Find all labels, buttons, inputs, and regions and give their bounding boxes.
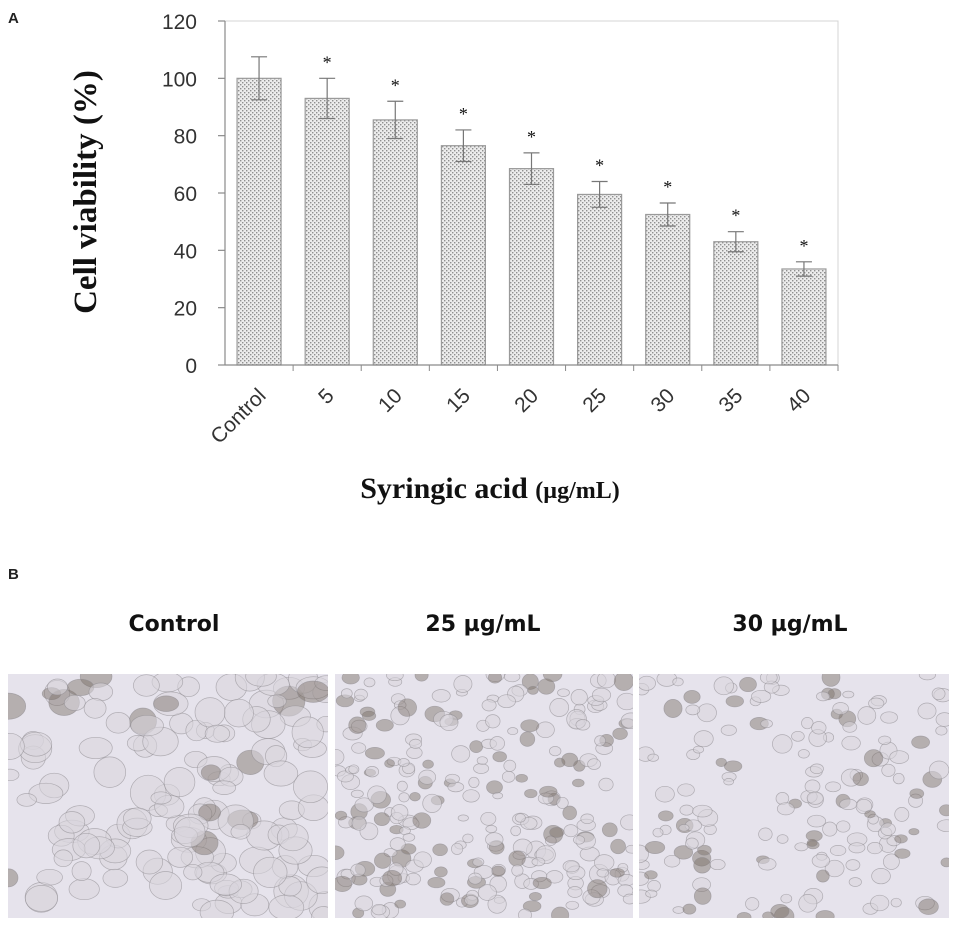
image-title-25: 25 µg/mL <box>425 612 541 637</box>
y-tick-label: 100 <box>162 68 197 91</box>
image-title-control: Control <box>128 612 220 637</box>
significance-mark: * <box>459 104 468 124</box>
bar <box>236 77 282 366</box>
image-title-30: 30 µg/mL <box>732 612 848 637</box>
bars: * * * * * * * * <box>236 52 827 366</box>
y-tick-label: 40 <box>174 240 197 263</box>
x-tick-label: 15 <box>442 384 475 417</box>
micrograph-25 <box>335 674 633 918</box>
bar <box>304 97 350 366</box>
y-tick-label: 20 <box>174 298 197 321</box>
bar <box>645 213 691 366</box>
x-tick-label: 5 <box>314 384 339 409</box>
bar-chart: 0 20 40 60 80 100 120 * * * * * * * * Control 5 10 15 20 2… <box>68 11 839 505</box>
x-tick-label: Control <box>206 384 270 448</box>
significance-mark: * <box>595 156 604 176</box>
x-tick-label: 10 <box>374 384 407 417</box>
micrograph-30 <box>639 674 949 918</box>
x-axis: Control 5 10 15 20 25 30 35 40 <box>206 364 839 448</box>
significance-mark: * <box>391 75 400 95</box>
y-tick-label: 120 <box>162 11 197 34</box>
bar <box>781 268 827 366</box>
bar <box>372 119 418 366</box>
bar <box>508 168 555 366</box>
significance-mark: * <box>663 177 672 197</box>
significance-mark: * <box>731 206 740 226</box>
x-tick-label: 40 <box>783 384 816 417</box>
bar <box>577 193 623 366</box>
y-tick-label: 60 <box>174 183 197 206</box>
panel-label-a: A <box>8 10 19 27</box>
x-tick-label: 25 <box>578 384 611 417</box>
micrograph-control <box>8 674 328 918</box>
y-axis-title: Cell viability (%) <box>68 70 104 314</box>
bar <box>440 145 486 366</box>
y-axis: 0 20 40 60 80 100 120 <box>162 11 226 378</box>
x-tick-label: 20 <box>510 384 543 417</box>
x-tick-label: 30 <box>646 384 679 417</box>
panel-label-b: B <box>8 566 19 583</box>
x-axis-title-main: Syringic acid <box>360 472 528 505</box>
y-tick-label: 0 <box>185 355 197 378</box>
y-tick-label: 80 <box>174 126 197 149</box>
x-axis-title: Syringic acid (µg/mL) <box>360 472 620 505</box>
bar <box>713 241 759 366</box>
significance-mark: * <box>323 52 332 72</box>
significance-mark: * <box>799 236 808 256</box>
x-tick-label: 35 <box>715 384 748 417</box>
x-axis-title-unit: (µg/mL) <box>535 478 619 504</box>
significance-mark: * <box>527 127 536 147</box>
